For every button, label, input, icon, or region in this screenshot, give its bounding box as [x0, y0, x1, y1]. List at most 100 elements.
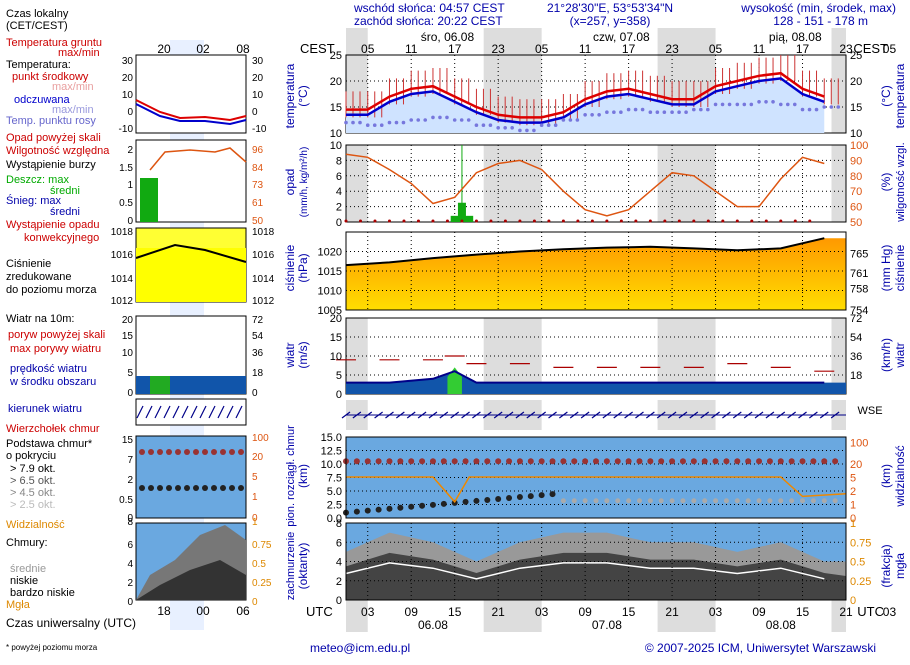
pressure-tick: 1020 — [318, 247, 342, 259]
convective-dot — [764, 219, 768, 223]
cloud-top-dot — [799, 458, 806, 465]
cloud-tick: 0.0 — [327, 513, 342, 525]
fog-axis-title: (frakcja) — [879, 544, 893, 587]
visibility-tick: 20 — [850, 459, 862, 471]
legend-convective: Wystąpienie opadu — [6, 219, 99, 231]
precip-tick: 0 — [336, 217, 342, 229]
pressure-area — [346, 238, 846, 310]
fog-axis-unit: mgła — [893, 553, 907, 579]
visibility-tick: 1 — [850, 500, 856, 512]
dew-point-dot — [814, 107, 819, 112]
dew-point-dot — [401, 120, 406, 125]
bottom-hour-label: 21 — [665, 605, 679, 619]
legend-okt-65: > 6.5 okt. — [10, 475, 56, 487]
dew-point-dot — [431, 115, 435, 120]
dew-point-dot — [503, 126, 507, 130]
wind-arrow — [526, 411, 536, 419]
legend-wind-dir: kierunek wiatru — [8, 403, 82, 415]
wind-arrow — [537, 411, 547, 419]
cover-tick: 8 — [336, 518, 342, 530]
legend-wind-arrow — [199, 405, 207, 419]
legend-mini-tick-right: 0.75 — [252, 540, 272, 551]
wind-arrow — [439, 411, 449, 419]
legend-local-time-sub: (CET/CEST) — [6, 20, 68, 32]
legend-mini-tick: 1 — [127, 180, 133, 191]
legend-mini-tick-right: 0.25 — [252, 578, 272, 589]
wind-arrow — [689, 411, 699, 419]
dew-point-dot — [706, 107, 710, 112]
wind-tick: 0 — [336, 389, 342, 401]
cover-tick: 4 — [336, 557, 342, 569]
legend-cloud-top-dot — [202, 449, 208, 455]
cloud-top-dot — [582, 458, 589, 465]
legend-mini-tick-right: 1 — [252, 492, 258, 503]
dew-point-dot — [670, 110, 674, 114]
wind-arrow — [645, 411, 655, 419]
legend-mini-tick-right: 0 — [252, 388, 258, 399]
dew-point-dot — [684, 110, 688, 114]
dew-point-dot — [619, 110, 623, 114]
legend-fog: Mgła — [6, 599, 31, 611]
dew-point-dot — [510, 126, 514, 130]
temp-tick-left: 25 — [330, 50, 342, 62]
legend-wind-arrow — [163, 405, 171, 419]
pressure-axis-title-right: (mm Hg) — [879, 245, 893, 292]
wind-kmh-tick: 36 — [850, 351, 862, 363]
convective-dot — [373, 219, 377, 223]
legend-wind-green — [150, 376, 170, 394]
legend-mini-tick-right: 72 — [252, 315, 264, 326]
night-band — [346, 55, 368, 133]
convective-dot — [735, 219, 739, 223]
humidity-tick: 80 — [850, 171, 862, 183]
legend-cloud-base-dot — [202, 485, 208, 491]
dew-point-dot — [749, 102, 754, 107]
convective-dot — [576, 219, 580, 223]
cloud-top-dot — [690, 458, 697, 465]
dew-point-dot — [532, 128, 536, 133]
cloud-base-dot — [604, 498, 610, 504]
legend-mini-tick: 0.5 — [119, 198, 133, 209]
convective-dot — [445, 219, 449, 223]
legend-mini-tick-right: 61 — [252, 198, 264, 209]
dew-point-dot — [699, 107, 703, 112]
wind-kmh-tick: 72 — [850, 313, 862, 325]
cloud-base-dot — [702, 498, 708, 504]
cloud-top-dot — [484, 458, 491, 465]
dew-point-dot — [466, 118, 471, 122]
cloud-tick: 7.5 — [327, 473, 342, 485]
temp-axis-unit: (°C) — [296, 85, 310, 106]
bottom-hour-label: 09 — [752, 605, 766, 619]
dew-point-dot — [351, 120, 355, 125]
footer-email[interactable]: meteo@icm.edu.pl — [310, 641, 410, 655]
cloud-top-dot — [593, 458, 599, 465]
convective-dot — [532, 219, 536, 223]
wind-arrow — [352, 411, 362, 419]
dew-point-dot — [409, 118, 414, 122]
cest-label-left: CEST — [300, 41, 335, 56]
cloud-top-dot — [756, 458, 763, 465]
legend-visibility: Widzialność — [6, 519, 65, 531]
convective-dot — [518, 219, 522, 223]
cover-axis-title: zachmurzenie — [285, 532, 297, 600]
legend-local-hour: 20 — [157, 42, 171, 56]
wind-arrow — [722, 411, 731, 419]
cloud-base-dot — [538, 492, 545, 499]
legend-mini-tick-right: 0.5 — [252, 559, 266, 570]
cloud-tick: 2.5 — [327, 500, 342, 512]
night-band-header — [831, 28, 846, 55]
visibility-axis-title: (km) — [879, 464, 893, 488]
legend-cloud-top-dot — [157, 449, 163, 455]
legend-mini-tick-right: 20 — [252, 452, 264, 463]
cloud-base-dot — [832, 498, 838, 504]
dew-point-dot — [445, 115, 449, 120]
cloud-top-dot — [603, 458, 610, 465]
cloud-top-dot — [538, 458, 545, 465]
legend-okt-45: > 4.5 okt. — [10, 487, 56, 499]
cloud-top-dot — [506, 458, 513, 465]
wind-arrow — [374, 411, 383, 419]
legend-cloud-top-dot — [193, 449, 199, 455]
legend-storm: Wystąpienie burzy — [6, 159, 96, 171]
cloud-base-dot — [419, 502, 426, 509]
wind-dir-compass: WSE — [857, 405, 882, 417]
